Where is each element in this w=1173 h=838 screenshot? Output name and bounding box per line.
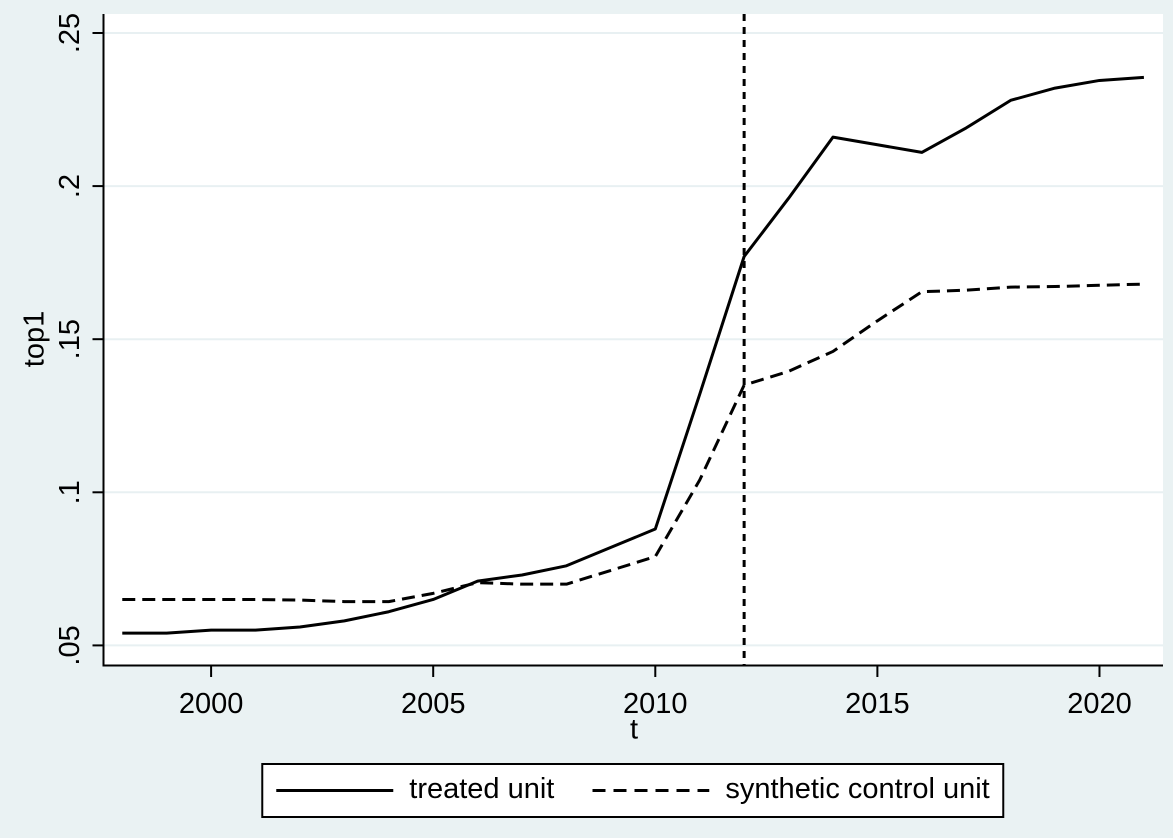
y-axis-title: top1 — [18, 310, 51, 368]
y-tick-label: .2 — [54, 174, 86, 198]
x-tick-label: 2010 — [623, 688, 688, 720]
y-tick-label: .05 — [54, 625, 86, 665]
series-treated-line — [122, 75, 1145, 635]
y-tick-label: .25 — [54, 13, 86, 53]
legend-item-synthetic: synthetic control unit — [592, 773, 990, 806]
legend-label-synthetic: synthetic control unit — [725, 773, 990, 805]
x-tick-label: 2005 — [401, 688, 466, 720]
legend-item-treated: treated unit — [276, 775, 554, 806]
x-tick-label: 2015 — [845, 688, 910, 720]
synthetic-line-swatch — [592, 789, 710, 792]
legend-label-treated: treated unit — [409, 773, 555, 805]
x-axis-title: t — [629, 713, 639, 746]
series-synthetic-line — [122, 282, 1144, 604]
y-tick-label: .1 — [54, 480, 86, 504]
treated-line-swatch — [276, 789, 394, 792]
x-tick-label: 2000 — [179, 688, 244, 720]
legend: treated unit synthetic control unit — [261, 763, 1005, 818]
plot-svg: .05 .1 .15 .2 .25 2000 2005 2010 2015 2020 — [54, 13, 1163, 720]
x-tick-label: 2020 — [1067, 688, 1132, 720]
y-tick-label: .15 — [54, 319, 86, 359]
